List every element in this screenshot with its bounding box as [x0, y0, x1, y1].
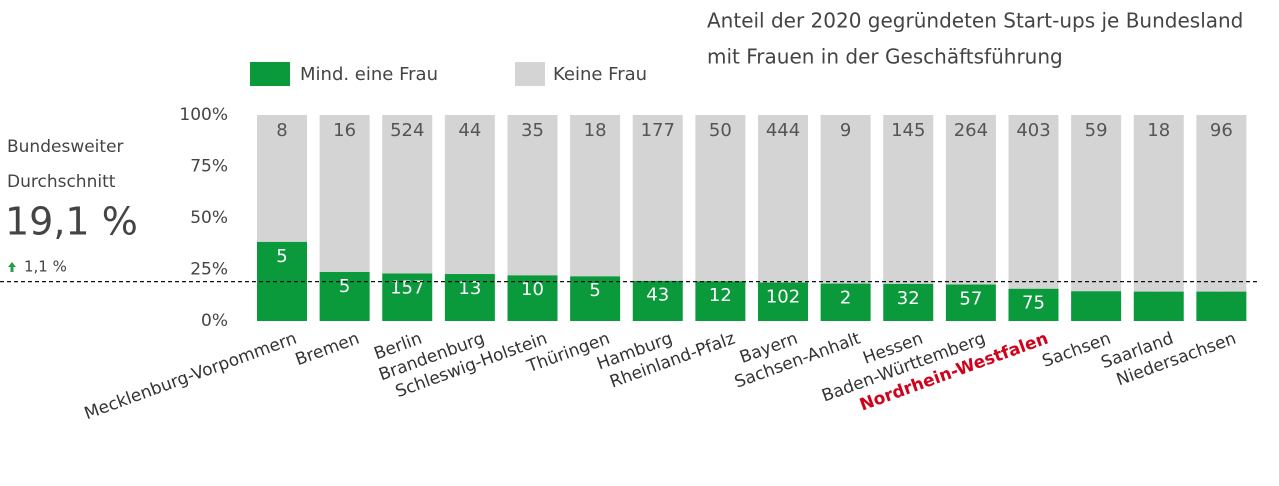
- data-label: 444: [766, 120, 800, 141]
- bar-segment: [570, 115, 621, 277]
- data-label: 43: [646, 285, 669, 306]
- bar-segment: [820, 283, 871, 321]
- data-label: 57: [959, 288, 982, 309]
- bar-segment: [945, 115, 996, 285]
- data-label: 524: [390, 120, 424, 141]
- up-arrow-icon: [8, 262, 16, 272]
- data-label: 102: [766, 287, 800, 308]
- data-label: 145: [891, 120, 925, 141]
- bar-segment: [1008, 115, 1059, 289]
- data-label: 35: [521, 120, 544, 141]
- data-label: 50: [709, 120, 732, 141]
- x-tick-label: Bremen: [293, 329, 362, 371]
- data-label: 2: [840, 288, 851, 309]
- bar-segment: [883, 115, 934, 284]
- y-tick-label: 25%: [190, 260, 228, 280]
- bar-segment: [1071, 115, 1122, 292]
- data-label: 75: [1022, 293, 1045, 314]
- bar-segment: [758, 115, 808, 283]
- data-label: 5: [339, 276, 350, 297]
- bar-segment: [257, 115, 307, 242]
- data-label: 18: [584, 120, 607, 141]
- bar-segment: [695, 115, 746, 282]
- data-label: 157: [390, 278, 424, 299]
- chart-title: mit Frauen in der Geschäftsführung: [707, 45, 1063, 69]
- bar-segment: [507, 275, 558, 321]
- bar-segment: [632, 280, 683, 321]
- bar-segment: [758, 282, 808, 321]
- average-heading: Durchschnitt: [7, 172, 116, 192]
- bar-segment: [1196, 291, 1247, 321]
- data-label: 18: [1147, 120, 1170, 141]
- data-label: 9: [840, 120, 851, 141]
- legend-label: Keine Frau: [553, 64, 647, 85]
- legend-swatch: [515, 62, 545, 86]
- data-label: 16: [333, 120, 356, 141]
- average-value: 19,1 %: [5, 200, 138, 244]
- bar-segment: [1133, 115, 1184, 292]
- bar-segment: [382, 115, 433, 274]
- bar-segment: [319, 271, 370, 321]
- y-tick-label: 50%: [190, 208, 228, 228]
- data-label: 5: [589, 280, 600, 301]
- y-tick-label: 0%: [201, 311, 228, 331]
- data-label: 264: [954, 120, 988, 141]
- bar-segment: [1008, 288, 1059, 321]
- y-tick-label: 100%: [179, 105, 228, 125]
- bar-segment: [1133, 291, 1184, 321]
- bar-segment: [883, 283, 934, 321]
- bar-segment: [1071, 291, 1122, 321]
- data-label: 12: [709, 285, 732, 306]
- bar-segment: [1196, 115, 1247, 292]
- bar-segment: [945, 284, 996, 321]
- data-label: 5: [276, 246, 287, 267]
- x-tick-label: Mecklenburg-Vorpommern: [82, 329, 300, 425]
- bar-segment: [695, 281, 746, 321]
- bar-segment: [632, 115, 683, 281]
- data-label: 59: [1085, 120, 1108, 141]
- bar-segment: [319, 115, 370, 272]
- y-tick-label: 75%: [190, 157, 228, 177]
- average-heading: Bundesweiter: [7, 137, 124, 157]
- average-change: 1,1 %: [24, 258, 67, 276]
- data-label: 177: [641, 120, 675, 141]
- bar-segment: [570, 276, 621, 321]
- data-label: 8: [276, 120, 287, 141]
- bar-segment: [444, 115, 495, 275]
- data-label: 44: [458, 120, 481, 141]
- legend-swatch: [250, 62, 290, 86]
- data-label: 13: [458, 278, 481, 299]
- bar-segment: [820, 115, 871, 284]
- data-label: 10: [521, 279, 544, 300]
- data-label: 403: [1016, 120, 1050, 141]
- bar-segment: [507, 115, 558, 276]
- data-label: 32: [897, 288, 920, 309]
- data-label: 96: [1210, 120, 1233, 141]
- legend-label: Mind. eine Frau: [300, 64, 438, 85]
- chart-title: Anteil der 2020 gegründeten Start-ups je…: [707, 9, 1243, 33]
